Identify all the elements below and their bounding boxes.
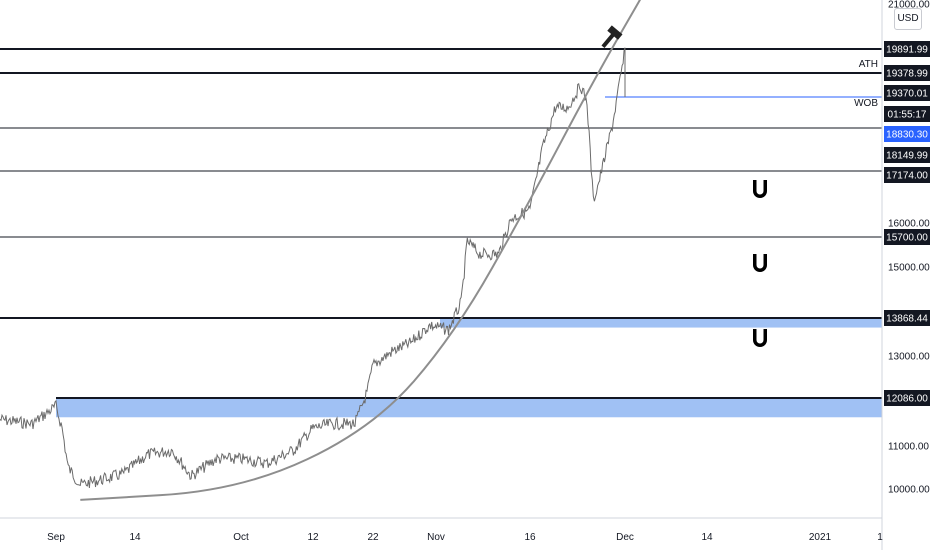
price-label-text: 18149.99	[886, 151, 928, 162]
highlight-zones	[56, 318, 882, 418]
hammer-icon	[601, 25, 623, 49]
y-tick-label: 15000.00	[888, 263, 930, 274]
level-annotation: ATH	[859, 59, 878, 70]
x-tick-label: Oct	[233, 532, 249, 543]
y-axis-ticks: 21000.00 16000.00 15000.00 13000.00 11000.00…	[888, 0, 930, 496]
price-labels: 19891.99 19378.99 19370.01 01:55:17 18830.30…	[884, 41, 930, 406]
x-tick-label: 12	[307, 532, 319, 543]
price-series-line	[0, 47, 626, 489]
x-tick-label: 1	[877, 532, 883, 543]
x-tick-label: 16	[524, 532, 536, 543]
zone-rect	[440, 318, 882, 328]
price-label-text: 01:55:17	[888, 110, 927, 121]
x-tick-label: 14	[129, 532, 141, 543]
x-tick-label: 22	[367, 532, 379, 543]
magnet-icon	[753, 180, 767, 198]
price-label-box	[884, 106, 930, 122]
x-tick-label: 14	[701, 532, 713, 543]
y-tick-label: 10000.00	[888, 485, 930, 496]
y-tick-label: 11000.00	[888, 442, 929, 453]
price-label-box	[884, 310, 930, 326]
price-label-text: 15700.00	[886, 233, 928, 244]
price-label-box	[884, 41, 930, 57]
price-label-text: 18830.30	[886, 130, 928, 141]
price-label-box	[884, 126, 930, 142]
price-label-box	[884, 65, 930, 81]
level-annotations: ATH WOB	[854, 59, 878, 109]
level-annotation: WOB	[854, 98, 878, 109]
magnet-icon	[753, 329, 767, 347]
x-tick-label: Sep	[47, 532, 65, 543]
x-tick-label: Nov	[427, 532, 445, 543]
price-label-text: 12086.00	[886, 394, 928, 405]
y-tick-label: 21000.00	[888, 0, 930, 11]
x-tick-label: 2021	[809, 532, 832, 543]
price-label-text: 19891.99	[886, 45, 928, 56]
parabolic-trend-curve	[80, 0, 642, 501]
price-label-text: 19370.01	[886, 89, 928, 100]
horizontal-levels	[0, 48, 882, 399]
magnet-icon	[753, 254, 767, 272]
x-axis-ticks: Sep 14 Oct 12 22 Nov 16 Dec 14 2021 1	[47, 532, 883, 543]
y-tick-label: 16000.00	[888, 219, 930, 230]
price-label-text: 17174.00	[886, 171, 928, 182]
price-label-box	[884, 390, 930, 406]
price-label-text: 19378.99	[886, 69, 928, 80]
x-tick-label: Dec	[616, 532, 634, 543]
price-label-box	[884, 147, 930, 163]
price-label-text: 13868.44	[886, 314, 928, 325]
zone-rect	[56, 398, 882, 418]
currency-badge[interactable]: USD	[894, 8, 922, 30]
price-label-box	[884, 167, 930, 183]
price-label-box	[884, 85, 930, 101]
price-label-box	[884, 229, 930, 245]
y-tick-label: 13000.00	[888, 352, 930, 363]
